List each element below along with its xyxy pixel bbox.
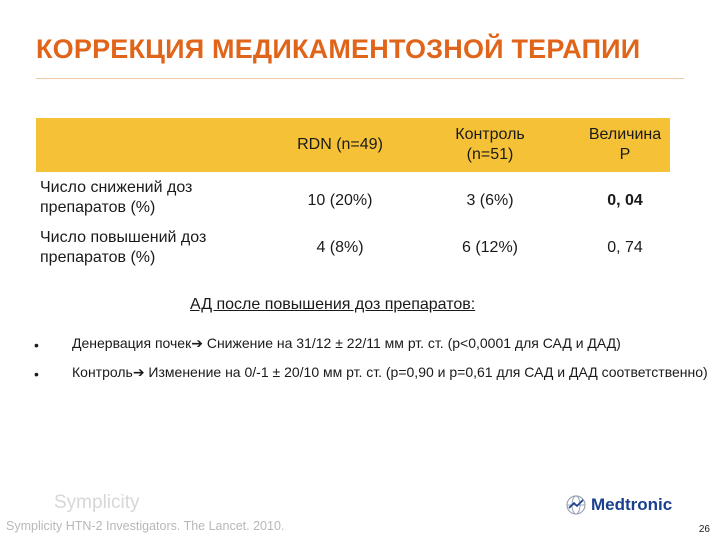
page-number: 26 [698,524,710,535]
right-arrow-icon: ➔ [132,364,145,380]
slide-title: КОРРЕКЦИЯ МЕДИКАМЕНТОЗНОЙ ТЕРАПИИ [36,34,641,64]
cell-p-decreases: 0, 04 [607,192,643,209]
bullet-marker: • [34,337,39,353]
medtronic-logo: Medtronic [565,494,672,516]
footer-band [0,518,720,540]
bullet-lead: Контроль [72,364,133,380]
bullet-marker: • [34,366,39,382]
title-divider [36,78,684,79]
globe-icon [566,495,586,515]
right-arrow-icon: ➔ [191,335,203,351]
bullet-lead: Денервация почек [72,335,192,351]
bullet-control: Контроль➔ Изменение на 0/-1 ± 20/10 мм р… [72,363,712,382]
header-control: Контроль (n=51) [455,126,525,163]
bullet-text: Изменение на 0/-1 ± 20/10 мм рт. ст. (р=… [144,364,708,380]
cell-p-increases: 0, 74 [607,239,643,256]
row-label-increases: Число повышений доз препаратов (%) [40,229,207,266]
cell-control-increases: 6 (12%) [461,239,519,256]
table-header-band [36,118,670,172]
source-citation: Symplicity HTN-2 Investigators. The Lanc… [6,519,285,533]
bullet-text: Снижение на 31/12 ± 22/11 мм рт. ст. (р<… [202,335,621,351]
cell-control-decreases: 3 (6%) [466,192,514,209]
row-label-decreases: Число снижений доз препаратов (%) [40,179,193,216]
logo-wordmark: Medtronic [591,495,673,514]
cell-rdn-increases: 4 (8%) [316,239,364,256]
header-p-value: Величина P [588,126,662,163]
header-rdn: RDN (n=49) [297,136,383,153]
cell-rdn-decreases: 10 (20%) [307,192,373,209]
bullet-denervation: Денервация почек➔ Снижение на 31/12 ± 22… [72,334,712,353]
bp-subheading: АД после повышения доз препаратов: [190,296,476,313]
brand-watermark: Symplicity [54,492,140,513]
